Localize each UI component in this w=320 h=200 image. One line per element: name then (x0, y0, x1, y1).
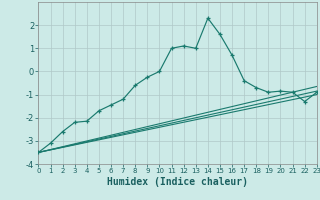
X-axis label: Humidex (Indice chaleur): Humidex (Indice chaleur) (107, 177, 248, 187)
